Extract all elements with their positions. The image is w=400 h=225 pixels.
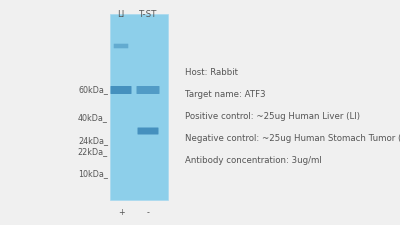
Text: LI: LI <box>117 10 125 19</box>
Text: Negative control: ~25ug Human Stomach Tumor (T-ST): Negative control: ~25ug Human Stomach Tu… <box>185 134 400 143</box>
Bar <box>110 14 168 200</box>
Text: +: + <box>118 208 124 217</box>
FancyBboxPatch shape <box>138 128 158 135</box>
Text: 24kDa_: 24kDa_ <box>78 137 108 146</box>
Text: -: - <box>146 208 150 217</box>
Text: Host: Rabbit: Host: Rabbit <box>185 68 238 77</box>
Text: Antibody concentration: 3ug/ml: Antibody concentration: 3ug/ml <box>185 156 322 165</box>
Text: 60kDa_: 60kDa_ <box>78 86 108 94</box>
FancyBboxPatch shape <box>136 86 160 94</box>
Text: 10kDa_: 10kDa_ <box>78 169 108 178</box>
Text: Target name: ATF3: Target name: ATF3 <box>185 90 266 99</box>
Text: Positive control: ~25ug Human Liver (LI): Positive control: ~25ug Human Liver (LI) <box>185 112 360 121</box>
FancyBboxPatch shape <box>114 44 128 48</box>
Text: T-ST: T-ST <box>139 10 157 19</box>
Text: 22kDa_: 22kDa_ <box>78 148 108 157</box>
FancyBboxPatch shape <box>110 86 132 94</box>
Text: 40kDa_: 40kDa_ <box>78 113 108 122</box>
